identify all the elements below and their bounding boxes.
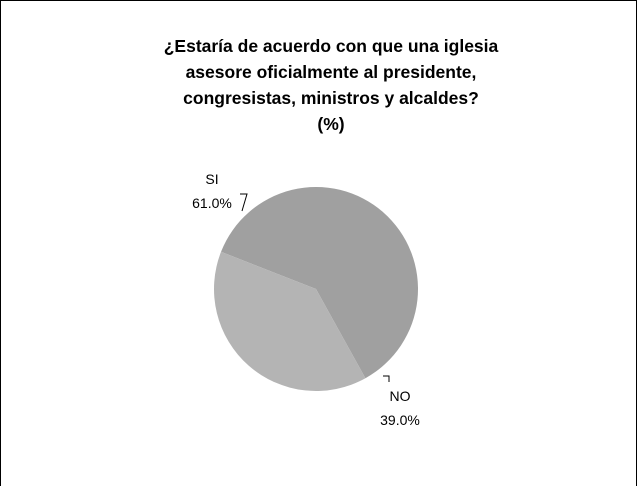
pie-slice-si (221, 187, 418, 379)
pie-slice-no (213, 251, 366, 391)
chart-title-line-2: asesore oficialmente al presidente, (186, 62, 477, 82)
slice-label-si-value: 61.0% (192, 195, 232, 211)
pie-slices (213, 187, 418, 391)
leader-line-si (240, 193, 248, 212)
chart-title-line-3: congresistas, ministros y alcaldes? (183, 88, 479, 108)
slice-label-si-name: SI (205, 171, 218, 187)
chart-title-line-1: ¿Estaría de acuerdo con que una iglesia (164, 36, 499, 56)
chart-title-line-4: (%) (317, 114, 344, 134)
slice-label-no-value: 39.0% (380, 412, 420, 428)
slice-label-si: SI 61.0% (192, 171, 248, 212)
slice-label-no: NO 39.0% (380, 375, 420, 428)
leader-line-no (383, 375, 390, 382)
slice-label-no-name: NO (390, 388, 411, 404)
chart-title: ¿Estaría de acuerdo con que una iglesia … (164, 36, 499, 134)
